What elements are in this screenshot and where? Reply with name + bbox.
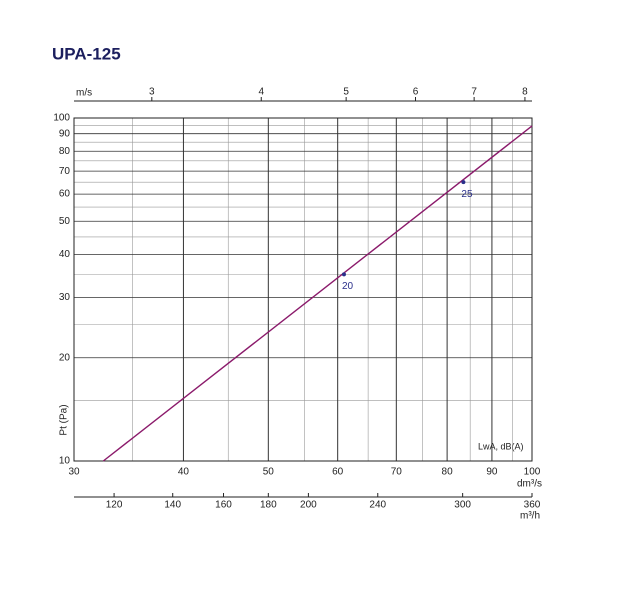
- y-tick-label: 70: [59, 166, 71, 177]
- x-tick-label: 60: [332, 467, 344, 478]
- x2-tick-label: 4: [258, 87, 264, 98]
- x3-tick-label: 140: [164, 500, 181, 511]
- y-tick-label: 20: [59, 352, 71, 363]
- x3-tick-label: 160: [215, 500, 232, 511]
- y-tick-label: 40: [59, 249, 71, 260]
- annotation: LwA, dB(A): [478, 441, 524, 451]
- x-tick-label: 70: [391, 467, 403, 478]
- operating-point: [341, 272, 346, 277]
- x-tick-label: 40: [178, 467, 190, 478]
- y-tick-label: 100: [53, 113, 70, 124]
- y-tick-label: 90: [59, 128, 71, 139]
- y-tick-label: 50: [59, 216, 71, 227]
- plot-frame: [73, 117, 533, 462]
- x-axis-label: dm³/s: [517, 479, 542, 490]
- x2-tick-label: 8: [522, 87, 528, 98]
- x3-axis-label: m³/h: [520, 511, 540, 522]
- series-line: [102, 125, 533, 462]
- y-tick-label: 80: [59, 146, 71, 157]
- x3-tick-label: 180: [260, 500, 277, 511]
- x-tick-label: 30: [68, 467, 80, 478]
- x3-tick-label: 240: [369, 500, 386, 511]
- x2-tick-label: 6: [413, 87, 419, 98]
- x3-tick-label: 120: [106, 500, 123, 511]
- y-tick-label: 60: [59, 189, 71, 200]
- point-label: 25: [461, 189, 473, 200]
- x-tick-label: 100: [524, 467, 541, 478]
- x3-tick-label: 200: [300, 500, 317, 511]
- operating-point: [461, 180, 466, 185]
- x3-tick-label: 300: [454, 500, 471, 511]
- chart-title: UPA-125: [52, 44, 121, 63]
- x2-tick-label: 3: [149, 87, 155, 98]
- x-tick-label: 80: [442, 467, 454, 478]
- x2-tick-label: 5: [343, 87, 349, 98]
- x-tick-label: 50: [263, 467, 275, 478]
- x-tick-label: 90: [486, 467, 498, 478]
- x3-tick-label: 360: [524, 500, 541, 511]
- x2-tick-label: 7: [471, 87, 477, 98]
- y-tick-label: 10: [59, 456, 71, 467]
- y-tick-label: 30: [59, 292, 71, 303]
- x2-axis-label: m/s: [76, 88, 92, 99]
- y-axis-label: Pt (Pa): [59, 404, 70, 435]
- point-label: 20: [342, 281, 354, 292]
